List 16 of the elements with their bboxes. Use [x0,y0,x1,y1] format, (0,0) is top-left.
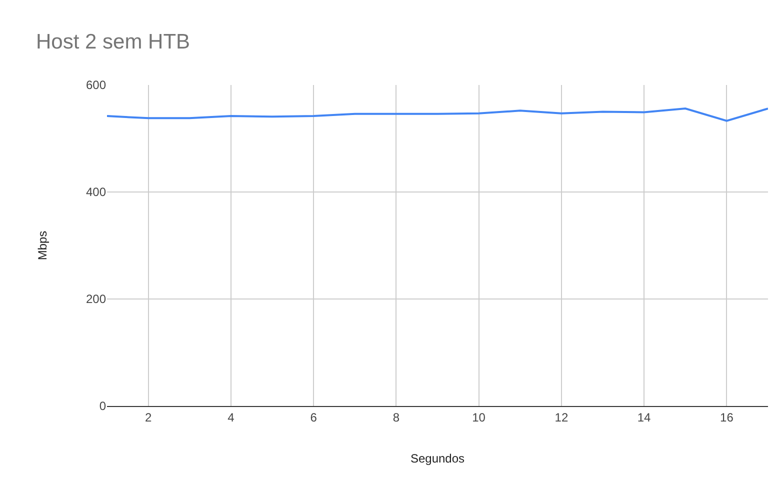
line-series [107,108,768,122]
x-tick-label: 8 [392,410,400,424]
y-tick-label: 0 [99,399,106,414]
x-tick-label: 2 [144,410,152,424]
x-axis-title: Segundos [410,451,465,466]
x-tick-label: 14 [637,410,652,424]
y-tick-label: 200 [86,292,106,306]
y-tick-label: 600 [86,78,106,92]
y-axis-title: Mbps [35,230,50,260]
x-tick-label: 4 [228,410,235,424]
x-tick-label: 6 [310,410,318,424]
y-tick-label: 400 [86,185,106,200]
x-tick-label: 12 [554,410,568,424]
x-tick-label: 10 [472,410,486,424]
x-tick-label: 16 [720,410,734,424]
chart-title: Host 2 sem HTB [36,30,190,54]
